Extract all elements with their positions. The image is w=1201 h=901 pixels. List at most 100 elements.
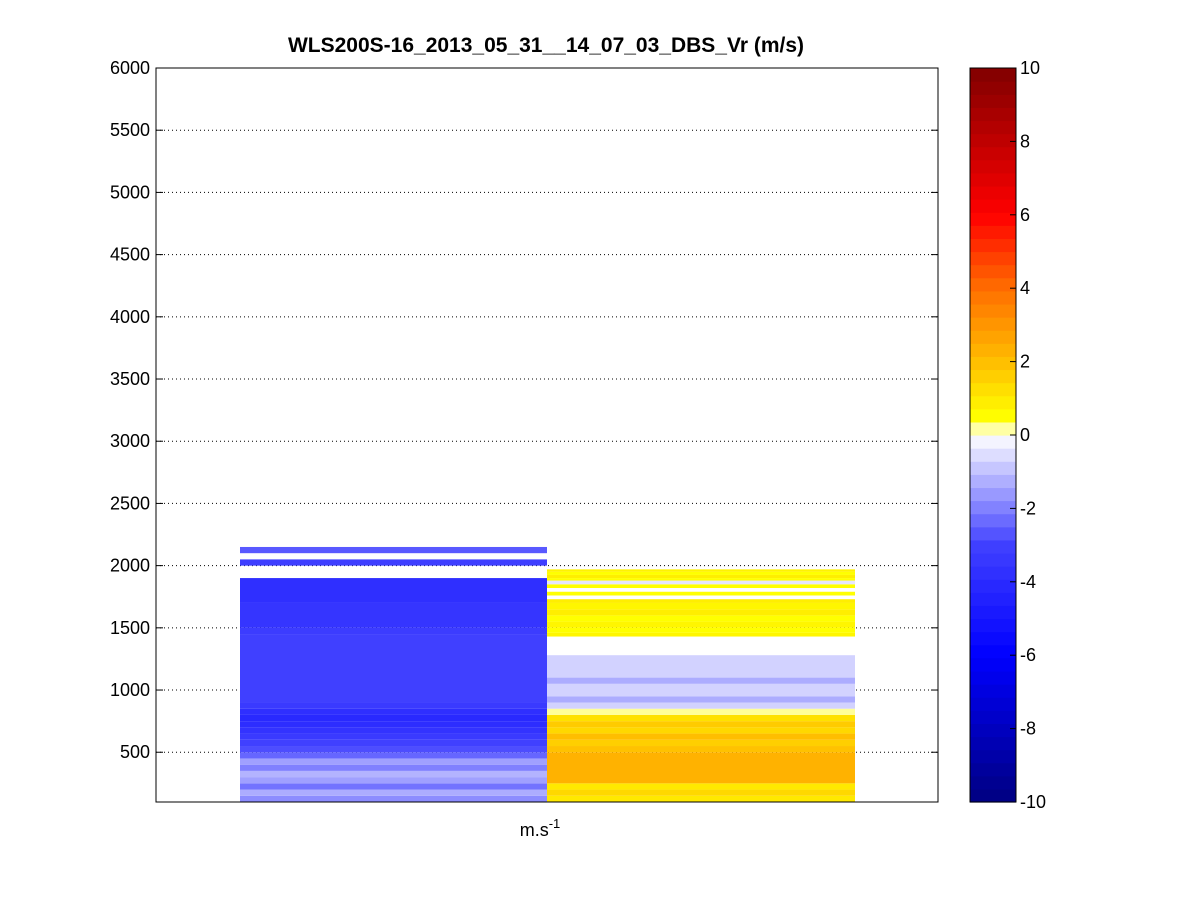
colorbar-level: [970, 788, 1016, 803]
x-axis-label-base: m.s: [520, 820, 549, 840]
colorbar-tick-label: 0: [1020, 425, 1030, 445]
colorbar-level: [970, 657, 1016, 672]
colorbar-level: [970, 343, 1016, 357]
y-tick-label: 500: [120, 742, 150, 762]
y-tick-label: 2000: [110, 556, 150, 576]
colorbar-level: [970, 684, 1016, 698]
heatmap-cell: [547, 683, 855, 697]
colorbar-level: [970, 605, 1016, 620]
colorbar-level: [970, 68, 1016, 82]
colorbar-level: [970, 448, 1016, 462]
heatmap-cell: [547, 739, 855, 747]
colorbar-level: [970, 212, 1016, 226]
plot-frame: [155, 67, 939, 803]
y-tick-label: 4000: [110, 307, 150, 327]
colorbar-level: [970, 566, 1016, 580]
heatmap-cell: [547, 599, 855, 603]
heatmap-cell: [240, 764, 547, 771]
heatmap-cell: [240, 578, 547, 603]
colorbar-ticks: -10 -8 -6 -4 -2 0 2 4 6 8 10: [1010, 58, 1046, 812]
colorbar-level: [970, 631, 1016, 646]
colorbar-level: [970, 461, 1016, 475]
colorbar-level: [970, 317, 1016, 331]
colorbar-level: [970, 618, 1016, 633]
colorbar-level: [970, 303, 1016, 318]
colorbar-level: [970, 264, 1016, 279]
heatmap-cell: [240, 795, 547, 802]
colorbar-level: [970, 775, 1016, 790]
colorbar-level: [970, 408, 1016, 423]
heatmap-cell: [547, 752, 855, 784]
colorbar-tick-label: 8: [1020, 131, 1030, 151]
heatmap-cell: [547, 580, 855, 585]
y-tick-label: 2500: [110, 493, 150, 513]
colorbar-level: [970, 159, 1016, 174]
colorbar-level: [970, 395, 1016, 410]
heatmap-cell: [240, 752, 547, 759]
x-axis-label-superscript: -1: [549, 816, 561, 831]
heatmap-cell: [547, 632, 855, 637]
colorbar-level: [970, 251, 1016, 266]
y-tick-label: 5000: [110, 182, 150, 202]
heatmap-cell: [240, 714, 547, 722]
heatmap-cell: [547, 702, 855, 709]
colorbar-level: [970, 579, 1016, 593]
heatmap-cell: [240, 627, 547, 635]
heatmap-cell: [240, 783, 547, 790]
heatmap-cell: [547, 591, 855, 596]
colorbar-level: [970, 146, 1016, 161]
colorbar-level: [970, 238, 1016, 253]
heatmap-cell: [547, 783, 855, 790]
colorbar-level: [970, 435, 1016, 449]
colorbar-level: [970, 487, 1016, 502]
y-tick-label: 5500: [110, 120, 150, 140]
colorbar-tick-label: -8: [1020, 719, 1036, 739]
heatmap-cell: [240, 708, 547, 715]
colorbar-level: [970, 133, 1016, 148]
heatmap-cell: [547, 746, 855, 753]
colorbar-level: [970, 552, 1016, 567]
colorbar-level: [970, 290, 1016, 305]
heatmap-cell: [547, 655, 855, 678]
y-tick-label: 1000: [110, 680, 150, 700]
heatmap-cell: [547, 627, 855, 633]
heatmap-cell: [547, 696, 855, 703]
heatmap-cell: [547, 708, 855, 715]
colorbar-level: [970, 474, 1016, 489]
colorbar-tick-label: -4: [1020, 572, 1036, 592]
y-tick-label: 3000: [110, 431, 150, 451]
colorbar-level: [970, 749, 1016, 764]
colorbar-level: [970, 277, 1016, 292]
y-axis-ticks: 500 1000 1500 2000 2500 3000 3500 4000 4500 5000 5…: [110, 58, 938, 762]
colorbar-level: [970, 513, 1016, 528]
heatmap-cell: [547, 721, 855, 728]
colorbar-level: [970, 670, 1016, 685]
heatmap-cell: [547, 584, 855, 589]
heatmap-cell: [240, 739, 547, 747]
heatmap-cell: [547, 677, 855, 684]
colorbar-tick-label: -6: [1020, 645, 1036, 665]
colorbar-level: [970, 185, 1016, 200]
colorbar-tick-label: 4: [1020, 278, 1030, 298]
colorbar-tick-label: -10: [1020, 792, 1046, 812]
y-tick-label: 3500: [110, 369, 150, 389]
heatmap-cell: [240, 746, 547, 753]
colorbar-level: [970, 81, 1016, 95]
colorbar: [970, 68, 1016, 803]
heatmap-cell: [547, 615, 855, 622]
colorbar-level: [970, 382, 1016, 397]
heatmap-cell: [240, 777, 547, 784]
heatmap-cell: [547, 621, 855, 628]
colorbar-level: [970, 592, 1016, 606]
colorbar-level: [970, 199, 1016, 213]
colorbar-level: [970, 723, 1016, 738]
heatmap-cell: [240, 634, 547, 703]
colorbar-tick-label: 6: [1020, 205, 1030, 225]
colorbar-level: [970, 369, 1016, 384]
heatmap-cell: [547, 578, 855, 581]
heatmap-cell: [547, 602, 855, 610]
colorbar-level: [970, 736, 1016, 751]
heatmap-cell: [547, 795, 855, 802]
chart-title: WLS200S-16_2013_05_31__14_07_03_DBS_Vr (…: [288, 34, 804, 57]
